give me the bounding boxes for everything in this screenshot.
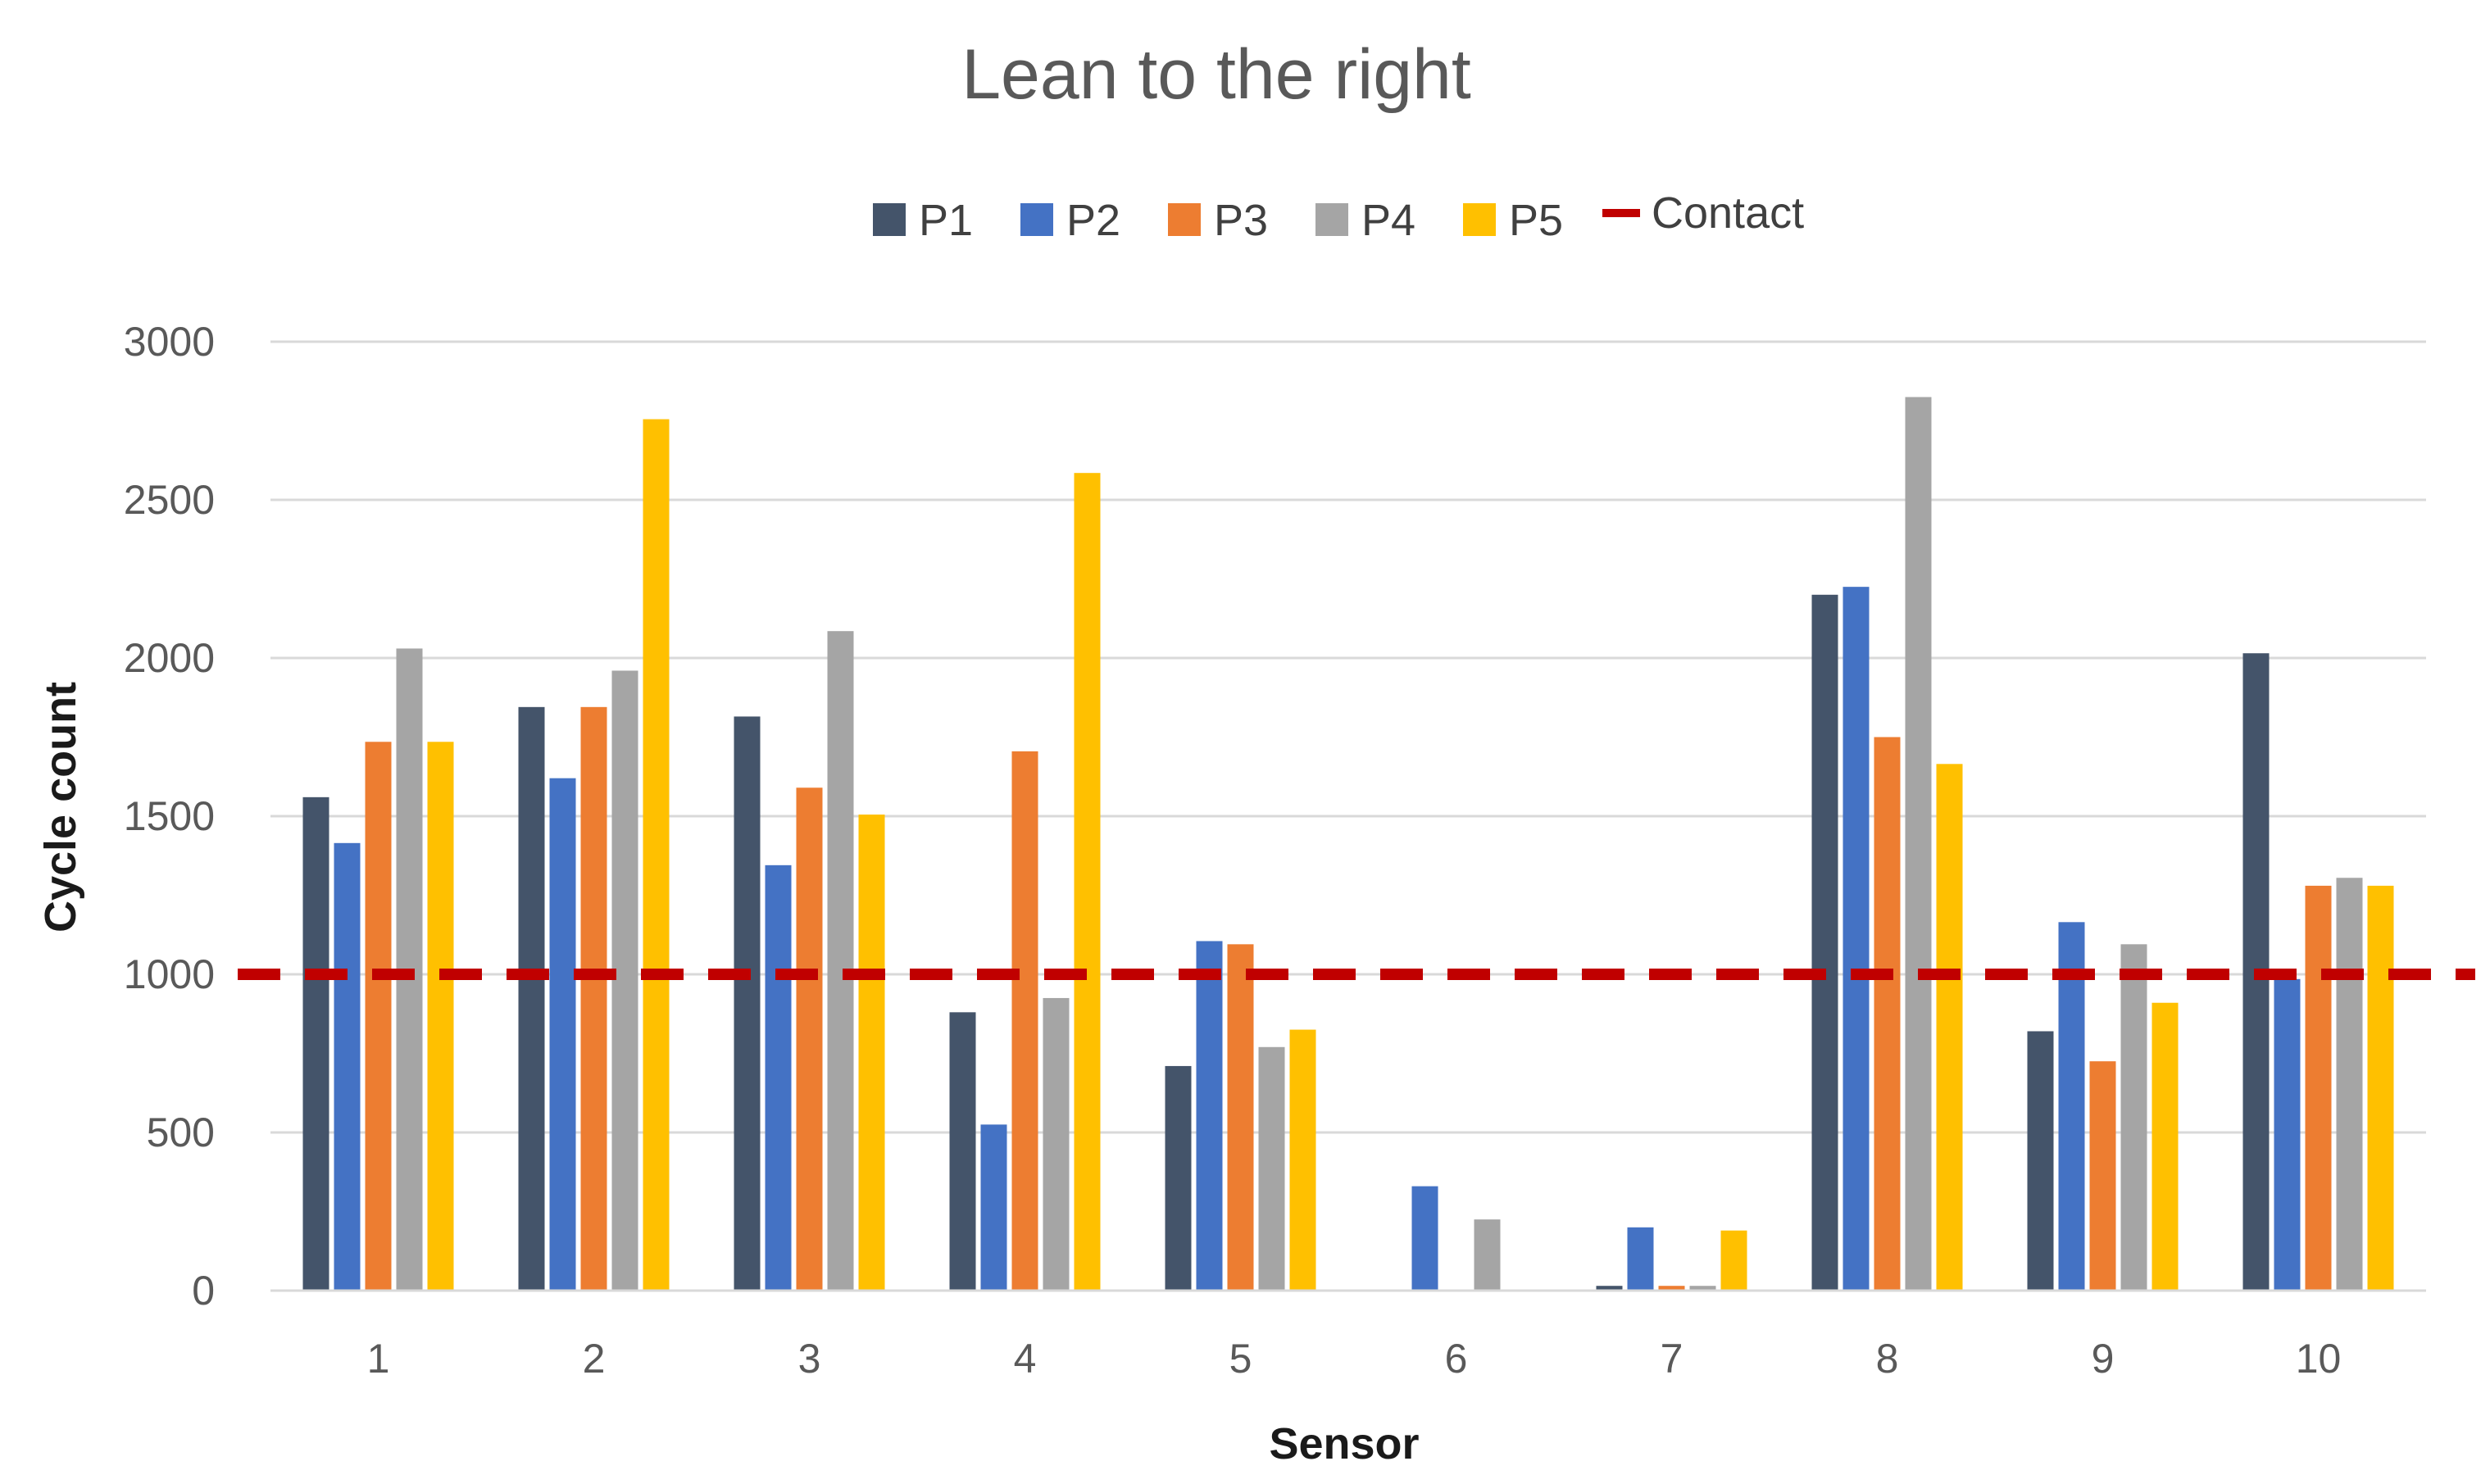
bar-p3-sensor-3 (796, 787, 823, 1291)
bar-p5-sensor-5 (1289, 1029, 1316, 1291)
bar-p3-sensor-4 (1011, 751, 1038, 1291)
bar-p4-sensor-4 (1043, 997, 1070, 1291)
bar-p3-sensor-8 (1874, 737, 1901, 1291)
bar-p1-sensor-8 (1811, 594, 1838, 1291)
bar-p5-sensor-7 (1720, 1230, 1747, 1291)
bar-p2-sensor-8 (1843, 587, 1870, 1291)
bar-p3-sensor-1 (365, 742, 392, 1291)
legend-swatch-p5 (1463, 203, 1496, 236)
x-tick-label: 9 (2092, 1336, 2115, 1382)
bar-p1-sensor-9 (2027, 1031, 2054, 1291)
legend: P1 P2 P3 P4 P5 Contact (873, 188, 1804, 245)
y-tick-label: 1500 (124, 793, 215, 839)
bar-p4-sensor-5 (1258, 1046, 1285, 1291)
bar-p2-sensor-1 (334, 842, 361, 1291)
bar-p3-sensor-9 (2089, 1061, 2116, 1291)
bar-p1-sensor-4 (949, 1012, 976, 1291)
bar-p3-sensor-10 (2305, 885, 2332, 1291)
bar-p2-sensor-7 (1627, 1227, 1654, 1291)
bar-p5-sensor-4 (1074, 473, 1101, 1291)
bar-p1-sensor-2 (518, 706, 545, 1291)
x-axis-ticks: 1 2 3 4 5 6 7 8 9 10 (367, 1336, 2342, 1382)
bar-p2-sensor-3 (765, 865, 792, 1291)
y-axis-ticks: 0 500 1000 1500 2000 2500 3000 (124, 319, 215, 1314)
bar-p1-sensor-1 (302, 796, 329, 1291)
bar-p4-sensor-2 (611, 670, 638, 1291)
x-tick-label: 2 (583, 1336, 606, 1382)
bar-p5-sensor-8 (1936, 764, 1963, 1291)
bar-p1-sensor-5 (1165, 1065, 1192, 1291)
legend-swatch-p1 (873, 203, 906, 236)
y-tick-label: 0 (192, 1268, 215, 1314)
legend-swatch-p4 (1315, 203, 1348, 236)
bar-p4-sensor-6 (1474, 1219, 1501, 1291)
x-tick-label: 6 (1445, 1336, 1468, 1382)
chart-title: Lean to the right (961, 35, 1471, 114)
bar-p2-sensor-10 (2274, 978, 2301, 1291)
legend-label-p5: P5 (1509, 196, 1563, 245)
y-axis-title: Cycle count (36, 682, 85, 933)
y-tick-label: 3000 (124, 319, 215, 365)
x-tick-label: 3 (798, 1336, 821, 1382)
bar-p1-sensor-7 (1596, 1286, 1623, 1291)
bar-p2-sensor-5 (1196, 941, 1223, 1291)
bar-p2-sensor-2 (549, 778, 576, 1291)
bar-p2-sensor-9 (2058, 922, 2085, 1291)
bar-p1-sensor-3 (734, 716, 761, 1291)
x-tick-label: 4 (1014, 1336, 1037, 1382)
bar-p4-sensor-3 (827, 631, 854, 1291)
legend-label-p2: P2 (1066, 196, 1120, 245)
y-tick-label: 500 (147, 1110, 215, 1155)
legend-swatch-p3 (1168, 203, 1201, 236)
bar-p5-sensor-3 (858, 815, 885, 1291)
x-tick-label: 8 (1876, 1336, 1899, 1382)
x-tick-label: 10 (2296, 1336, 2342, 1382)
bar-p3-sensor-7 (1658, 1286, 1685, 1291)
bar-p4-sensor-9 (2120, 944, 2147, 1291)
y-tick-label: 2000 (124, 635, 215, 681)
bar-p3-sensor-2 (580, 706, 607, 1291)
legend-label-p4: P4 (1361, 196, 1415, 245)
x-tick-label: 5 (1229, 1336, 1252, 1382)
bar-p5-sensor-1 (427, 742, 454, 1291)
bar-p2-sensor-4 (980, 1124, 1007, 1291)
y-tick-label: 1000 (124, 951, 215, 997)
x-tick-label: 1 (367, 1336, 390, 1382)
legend-label-p1: P1 (919, 196, 973, 245)
bar-p2-sensor-6 (1411, 1186, 1438, 1291)
y-tick-label: 2500 (124, 477, 215, 523)
bar-p5-sensor-2 (643, 419, 670, 1291)
bar-p4-sensor-7 (1689, 1286, 1716, 1291)
legend-label-contact: Contact (1652, 188, 1804, 238)
legend-label-p3: P3 (1214, 196, 1268, 245)
bar-p4-sensor-10 (2336, 878, 2363, 1291)
x-tick-label: 7 (1661, 1336, 1683, 1382)
legend-swatch-p2 (1020, 203, 1053, 236)
bars (302, 397, 2394, 1291)
bar-p3-sensor-5 (1227, 944, 1254, 1291)
bar-p4-sensor-8 (1905, 397, 1932, 1291)
bar-p5-sensor-10 (2367, 885, 2394, 1291)
bar-p5-sensor-9 (2151, 1002, 2179, 1291)
x-axis-title: Sensor (1269, 1419, 1419, 1468)
